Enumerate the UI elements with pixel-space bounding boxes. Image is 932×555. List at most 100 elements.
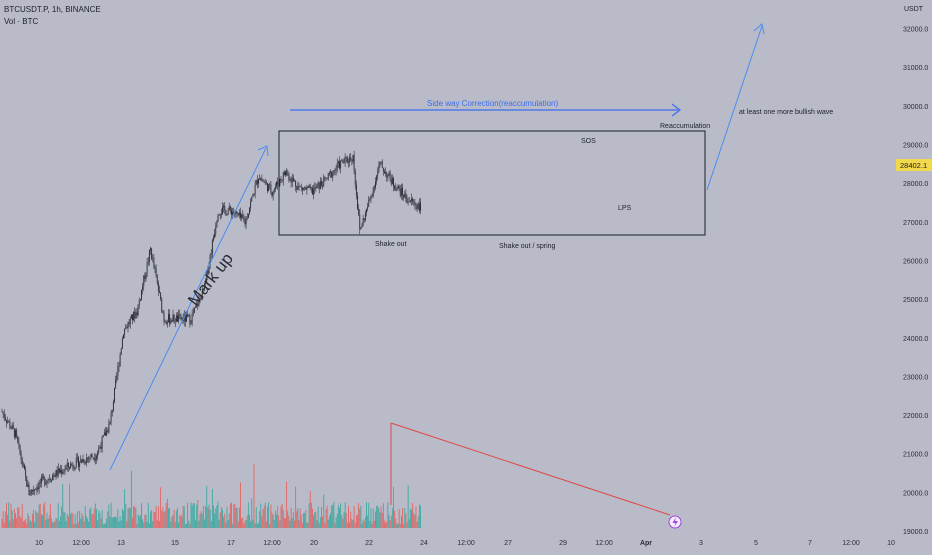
candle-body <box>301 187 303 190</box>
candle-body <box>56 469 58 476</box>
candle-body <box>73 467 75 469</box>
candle-body <box>118 366 120 367</box>
markup-arrow-line[interactable] <box>109 147 267 471</box>
candle-body <box>16 430 18 437</box>
volume-bar <box>399 523 401 528</box>
volume-bar <box>12 519 14 528</box>
candle-body <box>300 186 302 188</box>
candle-body <box>346 157 348 162</box>
volume-bar <box>173 509 175 528</box>
volume-bar <box>164 510 166 528</box>
volume-bar <box>310 502 312 528</box>
price-axis[interactable]: 19000.0 20000.0 21000.0 22000.0 23000.0 24000… <box>903 27 928 536</box>
volume-bar <box>270 504 272 528</box>
candle-body <box>28 484 30 496</box>
candle-body <box>231 209 232 215</box>
volume-bar <box>315 512 317 528</box>
volume-bar <box>242 517 244 528</box>
candle-body <box>96 456 97 459</box>
candle-body <box>309 185 311 188</box>
volume-bar <box>53 521 55 528</box>
candle-body <box>335 168 337 171</box>
volume-bar <box>280 506 282 528</box>
x-tick-label: 27 <box>504 540 512 547</box>
candle-body <box>319 181 321 190</box>
volume-bar <box>29 520 31 528</box>
candle-body <box>177 315 178 322</box>
candle-body <box>233 211 235 214</box>
volume-bar <box>227 520 229 528</box>
candle-body <box>393 178 394 187</box>
shake-out-spring-label: Shake out / spring <box>499 243 556 250</box>
volume-bar <box>112 517 114 528</box>
candle-body <box>153 258 155 267</box>
candle-body <box>18 442 20 445</box>
x-tick-label: 10 <box>887 540 895 547</box>
symbol-title: BTCUSDT.P, 1h, BINANCE <box>4 5 101 14</box>
volume-bar <box>83 521 85 528</box>
candle-body <box>417 203 419 209</box>
volume-bar <box>108 504 110 528</box>
volume-bar <box>306 522 308 528</box>
volume-bar <box>255 507 257 528</box>
candle-body <box>93 457 95 461</box>
sos-label: SOS <box>581 138 596 145</box>
volume-bar <box>127 508 129 528</box>
volume-bar <box>22 521 24 528</box>
candle-body <box>200 297 202 300</box>
candle-body <box>285 171 286 176</box>
y-tick-label: 31000.0 <box>903 65 928 72</box>
volume-bar <box>20 517 22 528</box>
time-axis[interactable]: 10 12:00 13 15 17 12:00 20 22 24 12:00 27 29 12:00 Ap… <box>35 540 895 547</box>
volume-bar <box>9 520 11 528</box>
candle-body <box>276 181 277 187</box>
volume-bar <box>305 510 307 528</box>
candle-body <box>352 155 354 162</box>
candle-body <box>142 286 144 290</box>
volume-bar <box>279 520 281 528</box>
volume-bar <box>47 518 49 528</box>
candle-body <box>173 314 175 322</box>
candle-body <box>7 421 9 423</box>
candle-body <box>27 484 29 487</box>
candle-body <box>289 179 291 181</box>
x-tick-label: 12:00 <box>457 540 475 547</box>
candle-body <box>255 180 257 186</box>
candle-body <box>191 314 193 324</box>
volume-bar <box>180 514 182 528</box>
candle-body <box>294 180 295 182</box>
candle-body <box>210 253 212 255</box>
candle-body <box>31 489 33 491</box>
y-tick-label: 28000.0 <box>903 181 928 188</box>
candle-body <box>83 459 85 464</box>
candle-body <box>1 411 3 413</box>
volume-bar <box>64 512 66 528</box>
candle-body <box>263 181 265 183</box>
y-tick-label: 29000.0 <box>903 143 928 150</box>
volume-bar <box>416 521 418 528</box>
volume-bar <box>160 487 162 528</box>
candle-body <box>63 470 65 472</box>
candle-body <box>139 299 141 301</box>
price-tag-box <box>896 159 932 171</box>
volume-bar <box>33 509 34 528</box>
volume-bar <box>156 520 158 528</box>
lightning-icon[interactable] <box>668 515 682 529</box>
candle-body <box>312 187 313 195</box>
candle-body <box>25 469 27 477</box>
volume-bar <box>174 522 176 528</box>
candle-body <box>337 161 339 164</box>
volume-bar <box>84 506 86 528</box>
volume-bar <box>10 503 12 528</box>
x-tick-label: 12:00 <box>263 540 281 547</box>
volume-bar <box>274 510 276 528</box>
candle-body <box>99 446 101 449</box>
volume-downtrend-line[interactable] <box>390 422 671 516</box>
volume-bar <box>402 508 403 528</box>
candle-body <box>60 470 61 473</box>
range-box[interactable] <box>278 130 706 236</box>
bullish-arrow-line[interactable] <box>706 25 763 191</box>
candle-body <box>36 487 38 491</box>
candle-body <box>110 412 112 422</box>
